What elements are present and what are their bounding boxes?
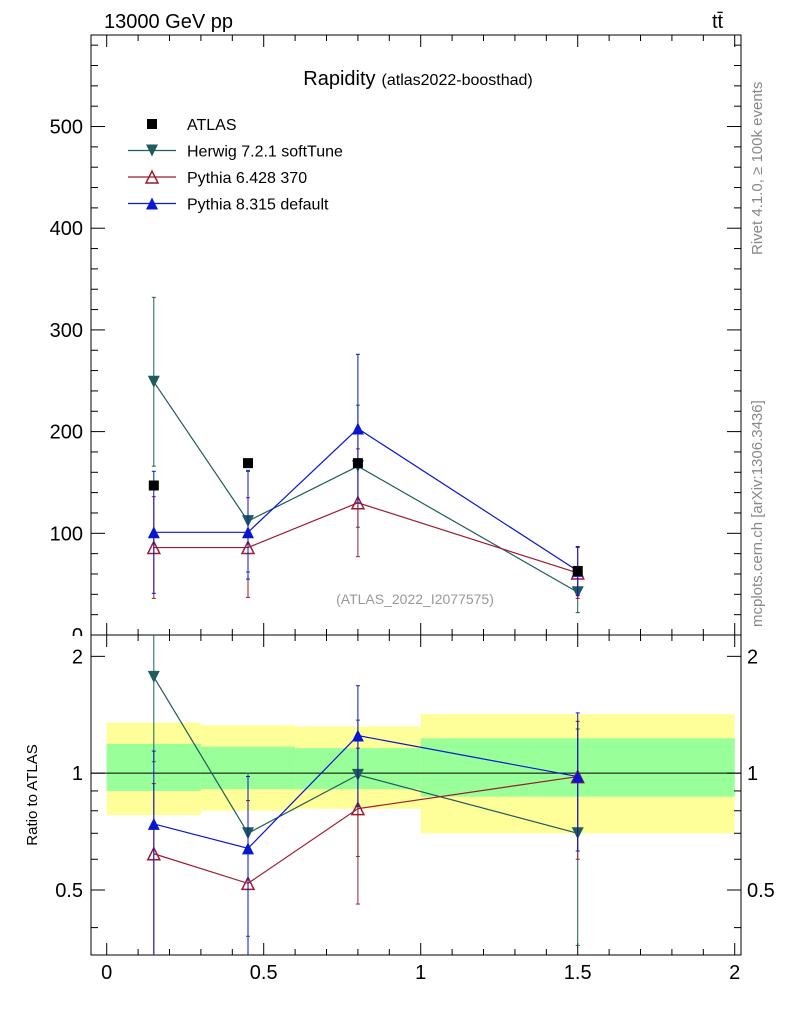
data-point <box>572 565 583 576</box>
ratio-data-point <box>571 770 584 783</box>
ratio-y-tick-label: 1 <box>72 763 83 785</box>
x-tick-label: 1.5 <box>564 962 592 984</box>
y-tick-label: 500 <box>50 117 83 139</box>
y-tick-label: 200 <box>50 422 83 444</box>
ratio-series-line <box>153 734 578 850</box>
legend-label: ATLAS <box>187 117 237 134</box>
chart-title-main: Rapidity <box>303 68 375 90</box>
ratio-data-point <box>351 729 364 742</box>
legend-marker <box>147 119 157 129</box>
y-tick-label: 100 <box>50 523 83 545</box>
rivet-label: Rivet 4.1.0, ≥ 100k events <box>749 82 766 255</box>
ratio-data-point <box>350 801 366 816</box>
process-label: tt̄ <box>712 11 724 33</box>
ratio-y-tick-label-right: 0.5 <box>747 880 775 902</box>
data-point <box>242 526 255 539</box>
ratio-y-tick-label-right: 2 <box>747 646 758 668</box>
y-tick-label: 300 <box>50 320 83 342</box>
legend: ATLAS Herwig 7.2.1 softTune Pythia 6.428 3… <box>128 117 343 214</box>
ratio-y-tick-label-right: 1 <box>747 763 758 785</box>
data-point <box>350 495 366 510</box>
series-pythia-8-315-default <box>147 353 584 596</box>
main-series <box>146 296 585 614</box>
data-point <box>243 458 254 469</box>
ratio-data-point <box>147 670 160 683</box>
chart-title-sub: (atlas2022-boosthad) <box>382 72 533 89</box>
series-line <box>153 381 579 593</box>
ratio-series <box>146 635 585 955</box>
ratio-series-pythia-8-315-default <box>147 685 584 955</box>
x-tick-label: 0.5 <box>250 962 278 984</box>
legend-marker <box>146 144 158 157</box>
ratio-data-point <box>147 817 160 830</box>
chart-title: Rapidity (atlas2022-boosthad) <box>303 68 532 90</box>
ratio-series-line <box>153 676 578 835</box>
energy-label: 13000 GeV pp <box>104 11 233 33</box>
series-atlas <box>148 458 583 576</box>
x-tick-label: 2 <box>729 962 740 984</box>
data-point <box>147 375 160 388</box>
legend-label: Pythia 6.428 370 <box>187 170 307 187</box>
ratio-bands <box>106 714 735 834</box>
ratio-data-point <box>242 842 255 855</box>
y-tick-label: 0 <box>72 625 83 647</box>
legend-marker <box>144 169 160 184</box>
ratio-series-line <box>153 775 578 885</box>
data-point <box>352 458 363 469</box>
ratio-y-label: Ratio to ATLAS <box>24 744 41 845</box>
data-point <box>148 480 159 491</box>
ratio-y-tick-label: 2 <box>72 646 83 668</box>
site-label: mcplots.cern.ch [arXiv:1306.3436] <box>749 400 766 627</box>
x-tick-label: 1 <box>415 962 426 984</box>
legend-label: Herwig 7.2.1 softTune <box>187 144 343 161</box>
series-herwig-7-2-1-softtune <box>147 296 584 614</box>
watermark: (ATLAS_2022_I2077575) <box>336 591 494 607</box>
series-line <box>153 427 579 572</box>
ratio-y-tick-label: 0.5 <box>55 880 83 902</box>
legend-label: Pythia 8.315 default <box>187 197 329 214</box>
ratio-frame <box>90 634 742 956</box>
data-point <box>351 422 364 435</box>
legend-marker <box>146 197 158 210</box>
y-tick-label: 400 <box>50 218 83 240</box>
series-line <box>153 502 578 574</box>
x-tick-label: 0 <box>101 962 112 984</box>
data-point <box>147 526 160 539</box>
